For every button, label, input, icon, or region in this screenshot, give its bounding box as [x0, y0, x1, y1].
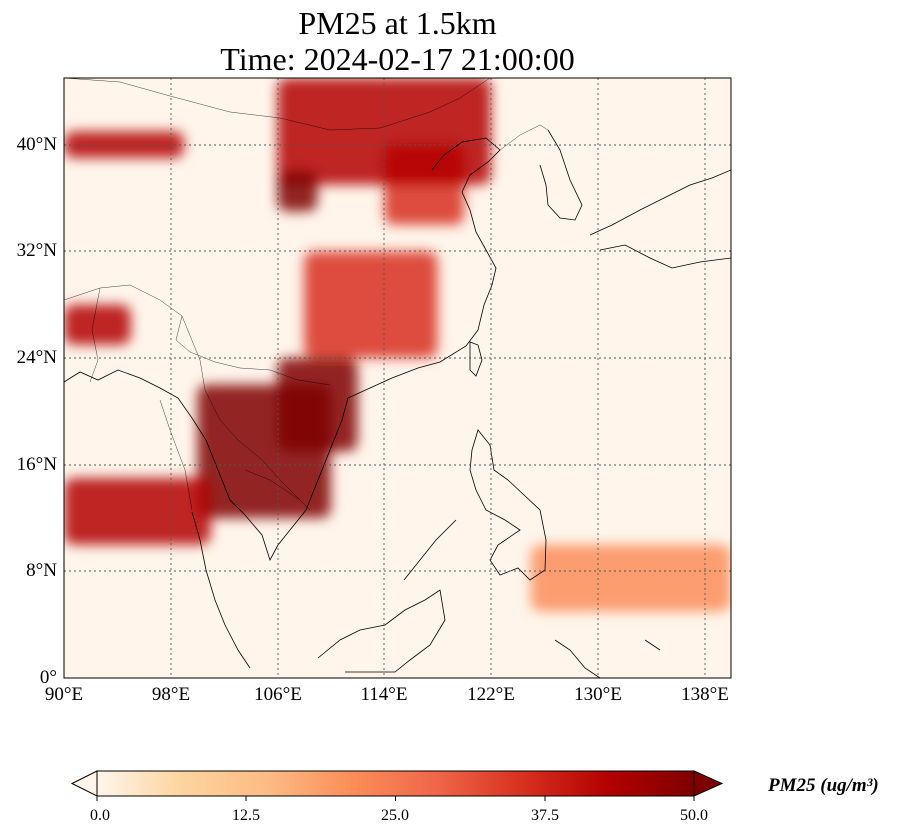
korea-coast	[539, 129, 583, 221]
pm25-region-4	[304, 251, 438, 358]
lon-tick-98: 98°E	[151, 684, 191, 705]
colorbar-tick-50: 50.0	[680, 807, 708, 824]
colorbar-tick-marks	[96, 796, 695, 801]
country-borders	[64, 78, 549, 511]
pm25-region-2	[64, 478, 211, 545]
pm25-region-6	[277, 78, 491, 185]
colorbar-extend-high	[693, 770, 724, 797]
lat-tick-24: 24°N	[16, 347, 57, 368]
lon-tick-114: 114°E	[360, 684, 408, 705]
lat-tick-32: 32°N	[16, 240, 57, 261]
coastlines	[64, 129, 731, 678]
gridlines	[64, 78, 731, 678]
lat-tick-8: 8°N	[26, 560, 57, 581]
colorbar-extend-low	[70, 770, 98, 797]
asia-coastline	[64, 137, 501, 562]
map-frame	[63, 77, 732, 679]
map-plot-area	[64, 78, 731, 678]
border-north-korea	[499, 124, 549, 151]
lon-tick-90: 90°E	[44, 684, 84, 705]
border-myanmar-thailand	[159, 399, 193, 511]
taiwan-coast	[469, 341, 483, 377]
lat-tick-40: 40°N	[16, 134, 57, 155]
malay-peninsula-coast	[191, 511, 251, 669]
border-bangladesh-myanmar	[89, 287, 101, 383]
border-mongolia	[64, 78, 491, 131]
colorbar-tick-37-5: 37.5	[531, 807, 559, 824]
lat-tick-0: 0°	[39, 667, 57, 688]
border-south-china	[64, 284, 331, 386]
japan-coast	[589, 169, 731, 269]
colorbar-tick-0: 0.0	[90, 807, 110, 824]
lon-tick-138: 138°E	[681, 684, 729, 705]
pm25-region-8	[277, 171, 318, 212]
border-cambodia	[244, 469, 311, 511]
lon-tick-130: 130°E	[574, 684, 622, 705]
colorbar-label: PM25 (ug/m³)	[768, 775, 879, 796]
borneo-coast	[317, 589, 446, 673]
lat-tick-16: 16°N	[16, 454, 57, 475]
colorbar-body	[97, 771, 694, 796]
indonesia-coast	[554, 639, 661, 678]
pm25-region-9	[530, 544, 731, 612]
pm25-field	[64, 78, 731, 612]
philippines-coast	[469, 429, 547, 581]
palawan-coast	[403, 519, 457, 581]
map-title-line-2: Time: 2024-02-17 21:00:00	[220, 41, 575, 77]
colorbar	[70, 770, 724, 801]
lon-tick-122: 122°E	[467, 684, 515, 705]
colorbar-tick-25: 25.0	[381, 807, 409, 824]
colorbar-tick-12-5: 12.5	[232, 807, 260, 824]
pm25-region-3	[64, 304, 131, 345]
pm25-region-1	[277, 358, 358, 452]
map-title-line-1: PM25 at 1.5km	[298, 5, 497, 41]
lon-tick-106: 106°E	[254, 684, 302, 705]
border-thailand-laos	[181, 315, 301, 501]
